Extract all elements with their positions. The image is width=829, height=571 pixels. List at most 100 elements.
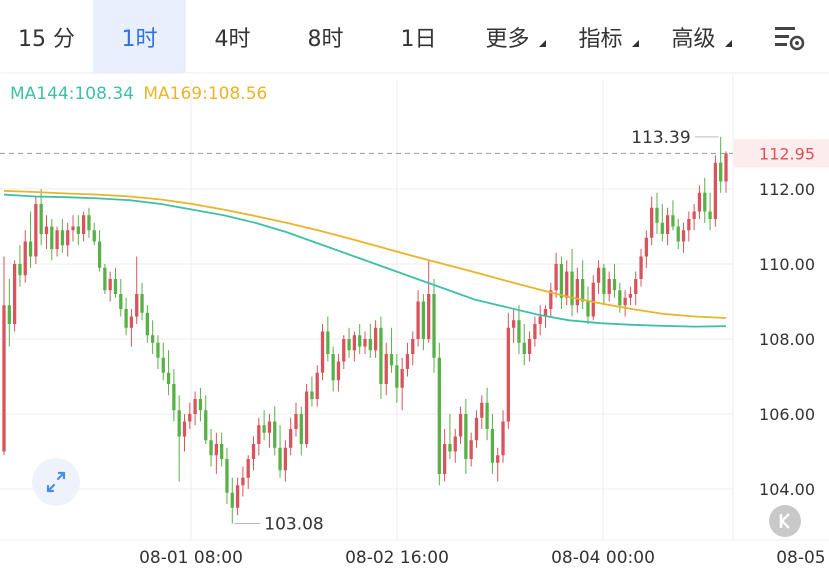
candle (331, 346, 335, 392)
candle (145, 305, 149, 343)
candle-body (527, 339, 532, 354)
candle (379, 316, 383, 399)
candle-body (512, 320, 516, 328)
candle (522, 324, 526, 366)
candle-body (214, 444, 218, 456)
chart-settings-icon[interactable] (772, 22, 806, 52)
candle-body (496, 455, 500, 463)
candle-body (453, 436, 457, 452)
tab-8h[interactable]: 8时 (279, 0, 372, 73)
candle (124, 297, 128, 336)
candle-body (23, 241, 27, 276)
candle (411, 331, 415, 366)
expand-icon (46, 471, 66, 493)
candle-body (299, 414, 303, 444)
candle (368, 324, 372, 358)
candle-body (273, 421, 277, 448)
x-tick-label: 08-05 0 (776, 548, 829, 568)
candle-body (60, 230, 65, 246)
candle-body (570, 271, 574, 306)
candle (596, 260, 601, 294)
candle (50, 219, 54, 261)
low-marker-label: 103.08 (264, 515, 323, 535)
tab-4h[interactable]: 4时 (186, 0, 279, 73)
candle-body (442, 444, 447, 474)
candle (442, 429, 447, 482)
candle-body (71, 226, 75, 231)
candle-body (543, 309, 548, 317)
candle-body (708, 211, 712, 219)
candle (421, 294, 426, 351)
candle (671, 200, 675, 231)
tab-indicators[interactable]: 指标 (558, 0, 643, 73)
candle-body (92, 230, 96, 242)
candle-body (358, 335, 362, 347)
ma144-line (3, 193, 727, 328)
candle-body (660, 222, 664, 234)
candle-body (458, 414, 463, 437)
ma144-value: MA144:108.34 (10, 84, 134, 104)
candle-body (44, 226, 49, 234)
y-tick-label: 112.00 (759, 180, 815, 199)
candle (628, 286, 633, 306)
candle-body (81, 215, 86, 234)
candle-body (655, 207, 659, 223)
tab-advanced[interactable]: 高级 (651, 0, 736, 73)
candle (676, 219, 680, 249)
candle-body (427, 294, 431, 339)
x-tick-label: 08-01 08:00 (139, 548, 243, 568)
candle (103, 264, 107, 294)
candle (538, 305, 542, 336)
candle (427, 260, 431, 343)
candle (464, 399, 468, 474)
candle-body (517, 320, 521, 343)
candle (474, 410, 479, 448)
candle-body (724, 153, 728, 182)
candle-body (113, 279, 118, 294)
candle (639, 249, 643, 287)
candle-body (177, 410, 181, 437)
candle (554, 252, 558, 298)
candle (373, 320, 378, 358)
candle (177, 395, 181, 482)
candle (209, 429, 213, 467)
candle (34, 196, 38, 264)
candle (7, 279, 11, 347)
tab-1d[interactable]: 1日 (372, 0, 465, 73)
candle (225, 447, 229, 504)
candle-body (506, 327, 510, 422)
candle-body (342, 339, 346, 362)
candle (273, 406, 277, 456)
dropdown-triangle-icon (632, 40, 639, 47)
candle (166, 350, 171, 396)
candle (289, 417, 293, 456)
candle (565, 260, 569, 306)
candle (352, 331, 357, 362)
candle-body (294, 414, 298, 429)
candle-body (204, 410, 208, 441)
candle (172, 369, 176, 422)
candle-body (681, 230, 686, 242)
candle (81, 211, 86, 242)
candle-body (230, 492, 234, 508)
candle (193, 391, 197, 426)
dropdown-triangle-icon (725, 40, 732, 47)
candle-body (283, 447, 288, 471)
expand-chart-button[interactable] (32, 458, 80, 506)
tab-1h[interactable]: 1时 (93, 0, 186, 73)
candle (71, 215, 75, 242)
kline-toggle-button[interactable] (769, 505, 801, 537)
tab-more[interactable]: 更多 (465, 0, 550, 73)
tab-label: 15 分 (18, 26, 75, 52)
candle-body (575, 279, 579, 306)
candle-body (241, 477, 245, 486)
candle (469, 432, 473, 467)
candle (76, 215, 80, 246)
candle (44, 215, 49, 249)
tab-15min[interactable]: 15 分 (0, 0, 93, 73)
candle (92, 222, 96, 246)
candle (703, 177, 707, 223)
candle (384, 342, 388, 396)
candle (135, 256, 139, 324)
